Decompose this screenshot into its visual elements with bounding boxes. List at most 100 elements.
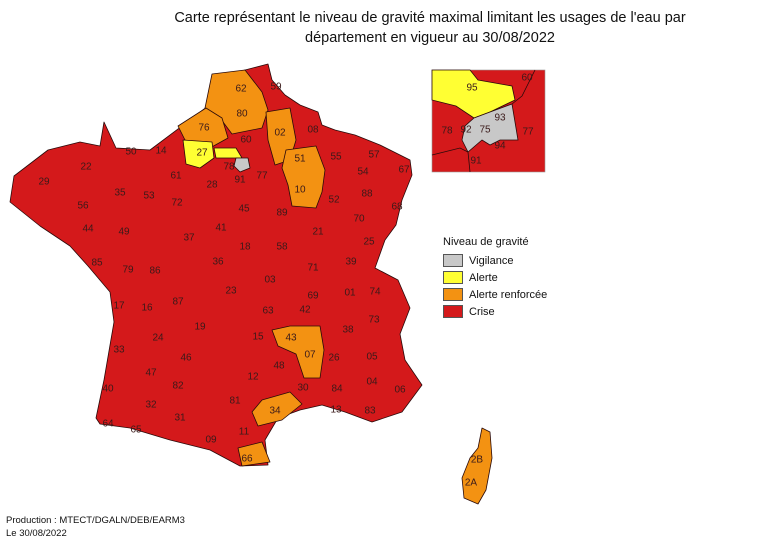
department-label-42: 42 <box>299 305 311 316</box>
department-label-27: 27 <box>196 148 208 159</box>
department-label-33: 33 <box>113 345 125 356</box>
inset-department-label-92: 92 <box>460 125 472 136</box>
map-title: Carte représentant le niveau de gravité … <box>150 8 710 48</box>
inset-department-label-60: 60 <box>521 73 533 84</box>
department-label-88: 88 <box>361 189 373 200</box>
region-51-10 <box>281 145 326 209</box>
legend-item-alerte: Alerte <box>443 269 547 286</box>
department-label-10: 10 <box>294 185 306 196</box>
department-label-23: 23 <box>225 286 237 297</box>
department-label-51: 51 <box>294 154 306 165</box>
department-label-57: 57 <box>368 150 380 161</box>
department-label-18: 18 <box>239 242 251 253</box>
department-label-69: 69 <box>307 291 319 302</box>
department-label-61: 61 <box>170 171 182 182</box>
department-label-46: 46 <box>180 353 192 364</box>
department-label-85: 85 <box>91 258 103 269</box>
department-label-64: 64 <box>102 419 114 430</box>
department-label-60: 60 <box>240 135 252 146</box>
department-label-06: 06 <box>394 385 406 396</box>
department-label-45: 45 <box>238 204 250 215</box>
department-label-68: 68 <box>391 202 403 213</box>
swatch-crise <box>443 305 463 318</box>
department-label-66: 66 <box>241 454 253 465</box>
swatch-alerte-renforcee <box>443 288 463 301</box>
title-line-1: Carte représentant le niveau de gravité … <box>174 10 686 26</box>
corsica <box>461 427 493 505</box>
department-label-2B: 2B <box>471 455 484 466</box>
department-label-71: 71 <box>307 263 319 274</box>
legend-item-crise: Crise <box>443 303 547 320</box>
department-label-80: 80 <box>236 109 248 120</box>
department-label-56: 56 <box>77 201 89 212</box>
region-43-07 <box>271 325 325 379</box>
footer-date: Le 30/08/2022 <box>6 528 67 539</box>
department-label-86: 86 <box>149 266 161 277</box>
department-label-70: 70 <box>353 214 365 225</box>
department-label-37: 37 <box>183 233 195 244</box>
department-label-15: 15 <box>252 332 264 343</box>
legend-label: Crise <box>469 305 495 318</box>
department-label-24: 24 <box>152 333 164 344</box>
department-label-81: 81 <box>229 396 241 407</box>
department-label-13: 13 <box>330 405 342 416</box>
department-label-38: 38 <box>342 325 354 336</box>
inset-department-label-93: 93 <box>494 113 506 124</box>
region-34 <box>251 391 303 427</box>
department-label-58: 58 <box>276 242 288 253</box>
paris-inset <box>431 69 546 173</box>
production-credit: Production : MTECT/DGALN/DEB/EARM3 <box>6 515 185 526</box>
department-label-67: 67 <box>398 165 410 176</box>
inset-department-label-95: 95 <box>466 83 478 94</box>
department-label-72: 72 <box>171 198 183 209</box>
department-label-21: 21 <box>312 227 324 238</box>
department-label-32: 32 <box>145 400 157 411</box>
department-label-07: 07 <box>304 350 316 361</box>
department-label-08: 08 <box>307 125 319 136</box>
region-66 <box>237 441 271 467</box>
inset-department-label-78: 78 <box>441 126 453 137</box>
department-label-41: 41 <box>215 223 227 234</box>
inset-department-label-77: 77 <box>522 127 534 138</box>
region-petite-couronne <box>233 157 251 173</box>
region-27 <box>182 139 215 169</box>
department-label-34: 34 <box>269 406 281 417</box>
department-label-05: 05 <box>366 352 378 363</box>
department-label-83: 83 <box>364 406 376 417</box>
department-label-52: 52 <box>328 195 340 206</box>
department-label-30: 30 <box>297 383 309 394</box>
department-label-03: 03 <box>264 275 276 286</box>
department-label-78: 78 <box>223 162 235 173</box>
department-label-50: 50 <box>125 147 137 158</box>
department-label-17: 17 <box>113 301 125 312</box>
department-label-55: 55 <box>330 152 342 163</box>
legend-item-alerte-renforcee: Alerte renforcée <box>443 286 547 303</box>
department-label-54: 54 <box>357 167 369 178</box>
legend-title: Niveau de gravité <box>443 236 529 248</box>
department-label-87: 87 <box>172 297 184 308</box>
inset-department-label-75: 75 <box>479 125 491 136</box>
department-label-65: 65 <box>130 425 142 436</box>
legend-label: Alerte renforcée <box>469 288 548 301</box>
department-label-79: 79 <box>122 265 134 276</box>
department-label-26: 26 <box>328 353 340 364</box>
department-label-44: 44 <box>82 224 94 235</box>
department-label-47: 47 <box>145 368 157 379</box>
department-label-77: 77 <box>256 171 268 182</box>
swatch-alerte <box>443 271 463 284</box>
department-label-11: 11 <box>239 427 250 438</box>
department-label-48: 48 <box>273 361 285 372</box>
department-label-35: 35 <box>114 188 126 199</box>
department-label-53: 53 <box>143 191 155 202</box>
department-label-04: 04 <box>366 377 378 388</box>
department-label-76: 76 <box>198 123 210 134</box>
department-label-31: 31 <box>174 413 186 424</box>
title-line-2: département en vigueur au 30/08/2022 <box>305 30 555 46</box>
department-label-29: 29 <box>38 177 50 188</box>
department-label-49: 49 <box>118 227 130 238</box>
department-label-74: 74 <box>369 287 381 298</box>
department-label-22: 22 <box>80 162 92 173</box>
department-label-19: 19 <box>194 322 206 333</box>
department-label-01: 01 <box>344 288 356 299</box>
